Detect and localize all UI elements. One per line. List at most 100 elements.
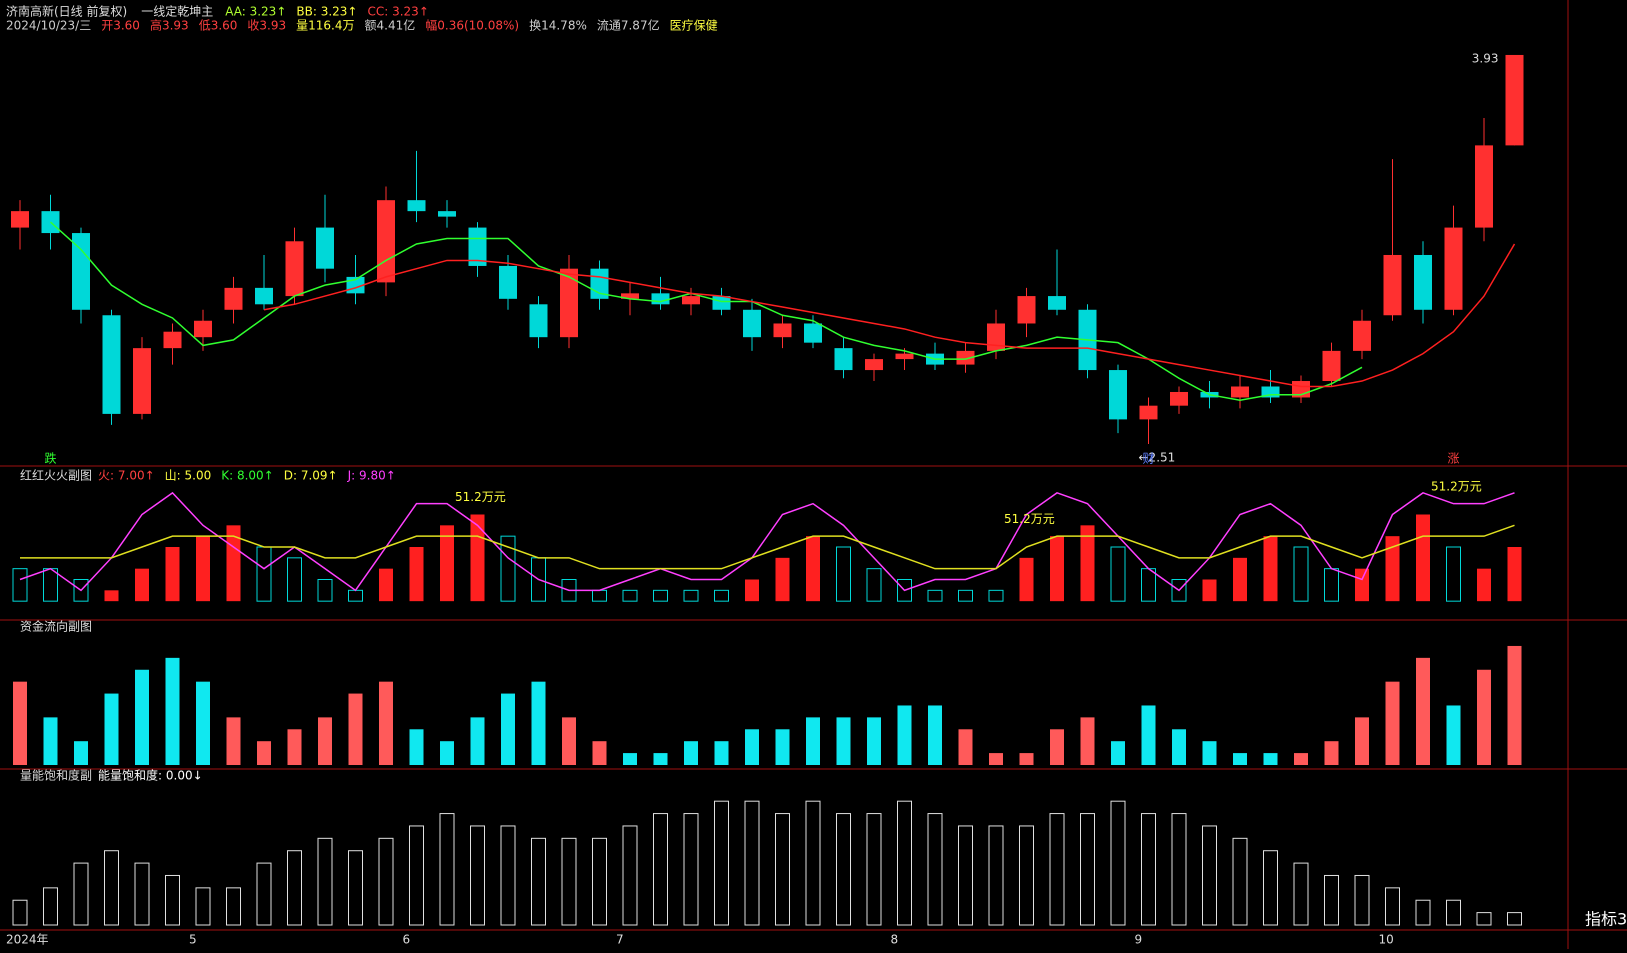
signal-marker: 涨 xyxy=(1447,451,1459,466)
legend-item: 火: 7.00↑ xyxy=(98,469,155,483)
annotation: 51.2万元 xyxy=(455,490,506,504)
indicator-bar xyxy=(409,729,424,765)
indicator-bar xyxy=(43,717,58,765)
indicator-bar xyxy=(653,813,668,926)
indicator-bar xyxy=(714,741,729,765)
candle-body xyxy=(468,227,487,266)
indicator-bar xyxy=(867,717,881,765)
indicator-bar xyxy=(12,568,28,602)
indicator-bar xyxy=(775,557,790,602)
indicator-bar xyxy=(1233,753,1247,765)
indicator-bar xyxy=(470,717,485,765)
indicator-bar xyxy=(1385,536,1400,602)
candle-body xyxy=(285,241,304,297)
indicator-bar xyxy=(958,729,973,765)
candle-body xyxy=(1353,320,1371,351)
indicator-bar xyxy=(409,825,424,926)
indicator-bar xyxy=(1324,874,1339,926)
chart-title: 济南高新(日线 前复权) xyxy=(6,4,127,19)
indicator-bar xyxy=(470,514,485,602)
indicator-bar xyxy=(1171,579,1187,602)
indicator-bar xyxy=(257,741,271,765)
legend-item: 能量饱和度: 0.00↓ xyxy=(98,768,203,783)
indicator-bar xyxy=(256,862,272,926)
indicator-bar xyxy=(1171,813,1187,926)
indicator-bar xyxy=(1172,729,1186,765)
x-tick-label: 9 xyxy=(1135,933,1143,947)
indicator-bar xyxy=(775,813,790,926)
indicator-bar xyxy=(988,589,1004,602)
indicator-bar xyxy=(592,837,607,926)
indicator-bar xyxy=(13,681,27,765)
indicator-bar xyxy=(897,800,912,926)
indicator-bar xyxy=(1049,813,1065,926)
x-tick-label: 8 xyxy=(891,933,899,947)
indicator-bar xyxy=(622,825,638,926)
indicator-bar xyxy=(317,579,333,602)
indicator-bar xyxy=(1263,536,1278,602)
candle-body xyxy=(956,350,975,365)
indicator-bar xyxy=(1415,899,1431,926)
indicator-bar xyxy=(1416,657,1430,765)
indicator-bar xyxy=(440,525,454,602)
indicator-bar xyxy=(1324,741,1339,765)
indicator-bar xyxy=(379,568,393,602)
legend-item: 流通7.87亿 xyxy=(597,18,660,33)
indicator-bar xyxy=(43,887,58,926)
indicator-bar xyxy=(196,536,210,602)
indicator-bar xyxy=(1385,681,1400,765)
indicator-bar xyxy=(1141,813,1156,926)
indicator-bar xyxy=(622,589,638,602)
legend-item: D: 7.09↑ xyxy=(284,469,338,483)
indicator-bar xyxy=(1354,874,1370,926)
indicator-bar xyxy=(1080,717,1095,765)
indicator-bar xyxy=(73,579,89,602)
candle-body xyxy=(1170,391,1188,406)
indicator-bar xyxy=(653,753,668,765)
indicator-bar xyxy=(531,837,546,926)
indicator-bar xyxy=(1019,557,1034,602)
indicator-bar xyxy=(317,837,333,926)
indicator-name: 一线定乾坤主 xyxy=(141,4,213,19)
legend-item: 幅0.36(10.08%) xyxy=(425,18,519,33)
legend-item: 低3.60 xyxy=(199,19,238,33)
indicator-bar xyxy=(1233,557,1247,602)
indicator-bar xyxy=(74,741,88,765)
indicator-bar xyxy=(165,547,180,602)
candle-body xyxy=(743,309,761,338)
indicator-bar xyxy=(836,546,851,602)
indicator-bar xyxy=(378,837,394,926)
legend-item: AA: 3.23↑ xyxy=(225,5,286,19)
candle-body xyxy=(133,348,151,414)
panel-title: 资金流向副图 xyxy=(20,619,92,634)
indicator-bar xyxy=(1293,546,1309,602)
indicator-bar xyxy=(683,589,699,602)
indicator-bar xyxy=(927,589,943,602)
legend-item: 量116.4万 xyxy=(296,19,354,33)
indicator-bar xyxy=(714,800,729,926)
candle-body xyxy=(773,323,792,338)
candle-body xyxy=(377,200,395,283)
signal-marker: 跌 xyxy=(44,451,56,466)
x-tick-label: 5 xyxy=(189,933,197,947)
indicator-bar xyxy=(1050,729,1064,765)
indicator-bar xyxy=(1263,753,1278,765)
indicator-line xyxy=(263,243,1516,388)
indicator-bar xyxy=(1446,705,1461,765)
indicator-bar xyxy=(897,705,912,765)
indicator-bar xyxy=(744,800,760,926)
x-tick-label: 7 xyxy=(616,933,624,947)
indicator-bar xyxy=(714,589,729,602)
candle-body xyxy=(407,200,426,212)
indicator-bar xyxy=(287,729,302,765)
candle-body xyxy=(1322,350,1341,382)
indicator-bar xyxy=(1110,800,1126,926)
indicator-bar xyxy=(928,705,942,765)
indicator-bar xyxy=(195,887,211,926)
candle-body xyxy=(895,353,914,360)
indicator-bar xyxy=(1111,741,1125,765)
legend-item: 开3.60 xyxy=(101,19,140,33)
candle-body xyxy=(1017,296,1036,324)
indicator-bar xyxy=(1293,862,1309,926)
